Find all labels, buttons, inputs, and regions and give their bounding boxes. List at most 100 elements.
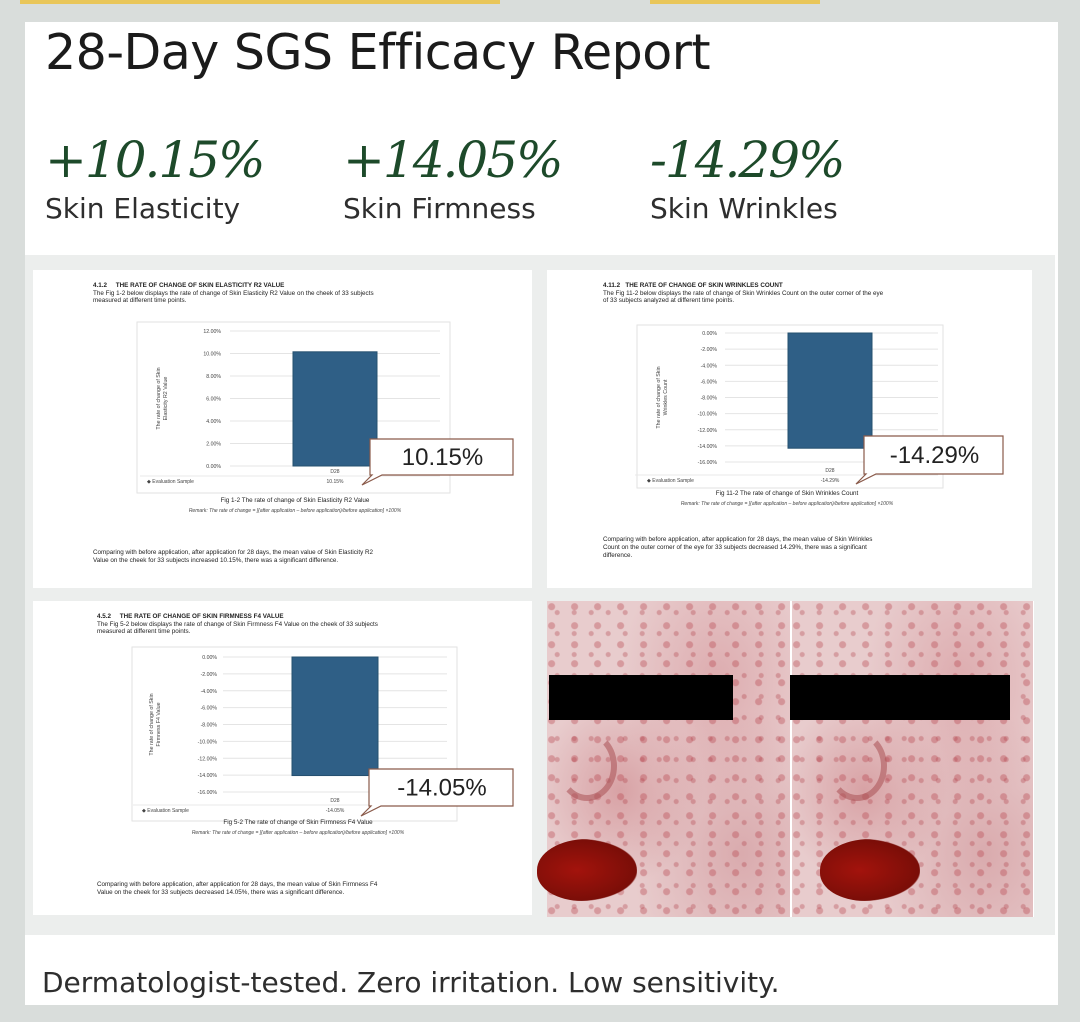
chart-heading: 4.11.2 THE RATE OF CHANGE OF SKIN WRINKL… (603, 282, 783, 289)
before-photo (537, 601, 790, 917)
conclusion-text: Count on the outer corner of the eye for… (603, 544, 867, 551)
chart-card-wrinkles: -16.00% -14.00% -12.00% -10.00% -8.00% -6.00%… (547, 270, 1032, 588)
y-tick-label: -14.00% (198, 773, 218, 779)
y-axis-label-line: Firmness F4 Value (156, 702, 162, 746)
conclusion-text: difference. (603, 552, 633, 559)
callout-value: -14.29% (890, 442, 979, 469)
bar-d28 (291, 656, 379, 777)
lips-shape (537, 839, 637, 901)
legend-entry: ◆ Evaluation Sample (147, 479, 194, 485)
stat-label: Skin Wrinkles (650, 192, 838, 225)
figure-caption: Fig 1-2 The rate of change of Skin Elast… (220, 497, 370, 504)
chart-description: The Fig 1-2 below displays the rate of c… (93, 290, 374, 297)
nose-shape (827, 731, 887, 801)
y-tick-label: -8.00% (701, 396, 718, 402)
y-tick-label: -2.00% (201, 672, 218, 678)
chart-description: of 33 subjects analyzed at different tim… (603, 297, 735, 304)
y-tick-label: -6.00% (701, 379, 718, 385)
y-tick-label: 0.00% (202, 655, 217, 661)
y-axis-label-line: The rate of change of Skin (156, 367, 162, 429)
conclusion-text: Value on the cheek for 33 subjects decre… (97, 889, 345, 896)
y-axis-label-line: Wrinkles Count (663, 379, 669, 415)
legend-entry: ◆ Evaluation Sample (142, 808, 189, 814)
chart-heading: 4.1.2 THE RATE OF CHANGE OF SKIN ELASTIC… (93, 282, 285, 289)
callout-box (360, 768, 514, 817)
y-tick-label: 0.00% (702, 331, 717, 337)
bar-chart: -16.00% -14.00% -12.00% -10.00% -8.00% -6.00%… (131, 646, 514, 822)
y-tick-label: -6.00% (201, 706, 218, 712)
conclusion-text: Value on the cheek for 33 subjects incre… (93, 557, 339, 564)
footer-tagline: Dermatologist-tested. Zero irritation. L… (42, 966, 780, 999)
y-tick-label: -10.00% (698, 412, 718, 418)
y-tick-label: 8.00% (206, 374, 221, 380)
y-tick-label: -8.00% (201, 723, 218, 729)
chart-description: measured at different time points. (97, 628, 191, 635)
y-tick-label: -14.00% (698, 444, 718, 450)
nose-shape (557, 731, 617, 801)
y-tick-label: -12.00% (198, 756, 218, 762)
figure-remark: Remark: The rate of change = [(after app… (188, 508, 402, 514)
top-banner-strip (650, 0, 820, 4)
bar-chart: 0.00% 2.00% 4.00% 6.00% 8.00% 10.00% 12.00% D28… (136, 321, 514, 494)
figure-caption: Fig 5-2 The rate of change of Skin Firmn… (223, 819, 373, 826)
y-axis-label: The rate of change of SkinWrinkles Count (656, 366, 669, 428)
before-after-photo (537, 601, 1034, 917)
y-axis-label: The rate of change of SkinElasticity R2 … (156, 367, 169, 429)
legend-entry: ◆ Evaluation Sample (647, 478, 694, 484)
stat-value: -14.29% (650, 131, 846, 189)
chart-description: The Fig 11-2 below displays the rate of … (603, 290, 884, 297)
y-tick-label: -10.00% (198, 739, 218, 745)
figure-remark: Remark: The rate of change = [(after app… (680, 501, 894, 507)
after-photo (790, 601, 1033, 917)
y-tick-label: 12.00% (203, 329, 221, 335)
chart-card-elasticity: 0.00% 2.00% 4.00% 6.00% 8.00% 10.00% 12.00% D28… (33, 270, 532, 588)
chart-card-firmness: -16.00% -14.00% -12.00% -10.00% -8.00% -6.00%… (33, 601, 532, 915)
y-tick-label: -16.00% (198, 790, 218, 796)
y-tick-label: -4.00% (201, 689, 218, 695)
y-tick-label: -2.00% (701, 347, 718, 353)
conclusion-text: Comparing with before application, after… (93, 549, 374, 556)
stat-wrinkles: -14.29% Skin Wrinkles (650, 130, 846, 225)
callout-box (361, 438, 514, 486)
stat-value: +10.15% (45, 131, 266, 189)
x-category-label: D28 (330, 469, 339, 475)
top-banner-strip (20, 0, 500, 4)
bar-chart: -16.00% -14.00% -12.00% -10.00% -8.00% -6.00%… (635, 324, 1004, 489)
chart-description: measured at different time points. (93, 297, 187, 304)
conclusion-text: Comparing with before application, after… (603, 536, 873, 543)
y-tick-label: -16.00% (698, 460, 718, 466)
x-category-label: D28 (825, 468, 834, 474)
data-value-label: -14.05% (326, 808, 345, 814)
stat-value: +14.05% (343, 131, 564, 189)
y-axis-label-line: The rate of change of Skin (656, 366, 662, 428)
y-tick-label: 2.00% (206, 442, 221, 448)
bar-d28 (292, 351, 378, 467)
stat-label: Skin Firmness (343, 192, 536, 225)
chart-description: The Fig 5-2 below displays the rate of c… (97, 621, 378, 628)
stat-label: Skin Elasticity (45, 192, 241, 225)
y-axis-label: The rate of change of SkinFirmness F4 Va… (149, 693, 162, 755)
data-value-label: -14.29% (821, 478, 840, 484)
bar-d28 (787, 332, 873, 449)
figure-caption: Fig 11-2 The rate of change of Skin Wrin… (715, 490, 859, 497)
page-title: 28-Day SGS Efficacy Report (45, 24, 711, 81)
y-tick-label: 4.00% (206, 419, 221, 425)
conclusion-text: Comparing with before application, after… (97, 881, 378, 888)
y-tick-label: 10.00% (203, 352, 221, 358)
figure-remark: Remark: The rate of change = [(after app… (191, 830, 405, 836)
stat-firmness: +14.05% Skin Firmness (343, 130, 564, 225)
lips-shape (820, 839, 920, 901)
privacy-bar (790, 675, 1010, 720)
y-tick-label: -4.00% (701, 363, 718, 369)
x-category-label: D28 (330, 798, 339, 804)
data-value-label: 10.15% (327, 479, 345, 485)
y-tick-label: 6.00% (206, 397, 221, 403)
callout-value: 10.15% (402, 444, 483, 471)
callout-box (855, 435, 1004, 485)
y-axis-label-line: The rate of change of Skin (149, 693, 155, 755)
y-tick-label: -12.00% (698, 428, 718, 434)
y-axis-label-line: Elasticity R2 Value (163, 377, 169, 421)
privacy-bar (549, 675, 733, 720)
y-tick-label: 0.00% (206, 464, 221, 470)
chart-heading: 4.5.2 THE RATE OF CHANGE OF SKIN FIRMNES… (97, 613, 284, 620)
